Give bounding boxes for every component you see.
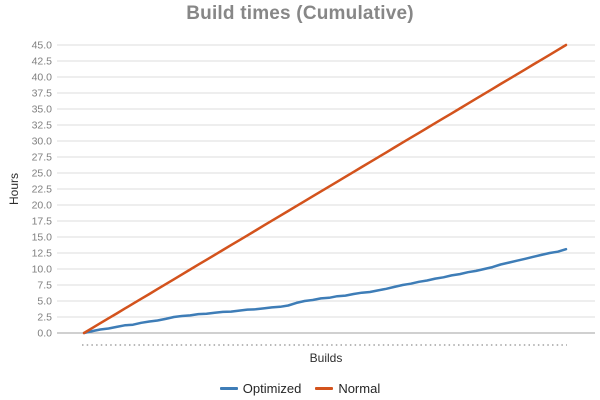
y-tick-label: 40.0 <box>32 72 53 84</box>
legend-item-normal: Normal <box>315 381 380 396</box>
y-tick-label: 22.5 <box>32 184 53 196</box>
y-tick-label: 35.0 <box>32 104 53 116</box>
y-tick-label: 12.5 <box>32 248 53 260</box>
y-tick-label: 25.0 <box>32 168 53 180</box>
legend-item-optimized: Optimized <box>219 381 302 396</box>
series-line-optimized <box>82 247 568 335</box>
series-line-normal <box>82 43 568 335</box>
y-tick-label: 7.5 <box>37 280 52 292</box>
y-tick-label: 0.0 <box>37 328 52 340</box>
optimized-line-swatch-icon <box>219 387 238 390</box>
legend: Optimized Normal <box>0 381 600 396</box>
normal-line-swatch-icon <box>315 387 334 390</box>
y-tick-label: 30.0 <box>32 136 53 148</box>
y-tick-label: 17.5 <box>32 216 53 228</box>
legend-label-optimized: Optimized <box>242 381 302 396</box>
y-tick-label: 20.0 <box>32 200 53 212</box>
y-tick-label: 37.5 <box>32 88 53 100</box>
y-tick-label: 2.5 <box>37 312 52 324</box>
y-tick-label: 27.5 <box>32 152 53 164</box>
y-tick-label: 45.0 <box>32 40 53 52</box>
y-tick-label: 10.0 <box>32 264 53 276</box>
legend-label-normal: Normal <box>338 381 381 396</box>
y-tick-label: 15.0 <box>32 232 53 244</box>
x-axis-title: Builds <box>309 351 343 365</box>
y-tick-label: 5.0 <box>37 296 52 308</box>
y-tick-label: 42.5 <box>32 56 53 68</box>
chart-title: Build times (Cumulative) <box>186 3 414 24</box>
y-tick-label: 32.5 <box>32 120 53 132</box>
